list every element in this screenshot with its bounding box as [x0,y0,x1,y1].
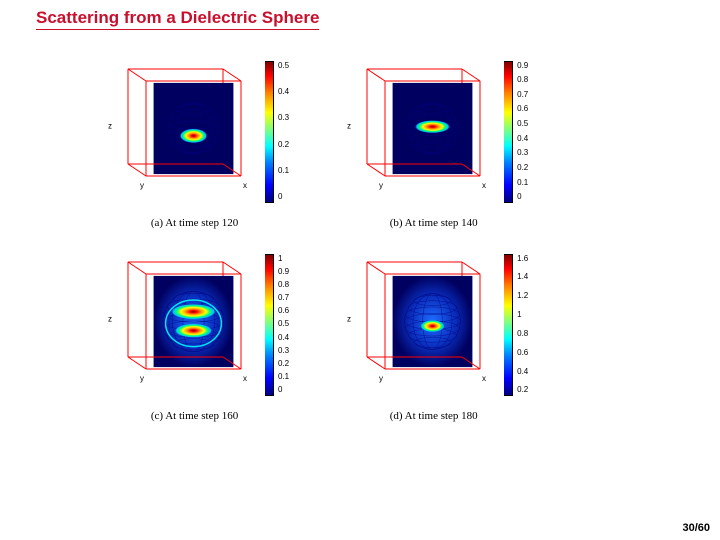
colorbar-tick: 1.2 [517,292,528,300]
colorbar-tick: 0.1 [517,179,528,187]
colorbar-tick: 0.5 [278,62,289,70]
colorbar-tick: 0.6 [278,307,289,315]
caption-a: (a) At time step 120 [151,217,238,229]
colorbar-c: 1 0.9 0.8 0.7 0.6 0.5 0.4 0.3 0.2 0.1 0 [265,255,289,395]
colorbar-tick: 0.4 [517,135,528,143]
colorbar-a: 0.5 0.4 0.3 0.2 0.1 0 [265,62,289,202]
colorbar-tick: 1.4 [517,273,528,281]
svg-text:z: z [108,315,112,324]
colorbar-b: 0.9 0.8 0.7 0.6 0.5 0.4 0.3 0.2 0.1 0 [504,62,528,202]
colorbar-tick: 0.5 [517,120,528,128]
colorbar-tick: 0.6 [517,105,528,113]
colorbar-tick: 0.6 [517,349,528,357]
colorbar-tick: 0.7 [517,91,528,99]
colorbar-tick: 0 [278,386,289,394]
colorbar-tick: 0.2 [278,360,289,368]
svg-text:x: x [243,374,247,383]
colorbar-tick: 0.8 [278,281,289,289]
caption-b: (b) At time step 140 [390,217,478,229]
colorbar-tick: 0.4 [278,88,289,96]
colorbar-tick: 0 [517,193,528,201]
colorbar-tick: 0.9 [517,62,528,70]
colorbar-tick: 0.2 [517,386,528,394]
colorbar-tick: 0.8 [517,76,528,84]
svg-text:z: z [347,122,351,131]
panel-b: z y x 0.9 0.8 0.7 0.6 0.5 0.4 0.3 0.2 0.1 0 (b) At ti… [339,54,528,229]
page-number: 30/60 [682,522,710,534]
colorbar-d: 1.6 1.4 1.2 1 0.8 0.6 0.4 0.2 [504,255,528,395]
panel-grid: zyx0.50.40.30.20.10(a) At time step 120z… [100,54,528,422]
plot3d-c: z y x [100,247,255,402]
svg-text:x: x [482,374,486,383]
colorbar-tick: 0.5 [278,320,289,328]
colorbar-tick: 0.8 [517,330,528,338]
plot3d-b: z y x [339,54,494,209]
colorbar-tick: 1.6 [517,255,528,263]
page-title: Scattering from a Dielectric Sphere [36,8,319,30]
colorbar-tick: 0.4 [517,368,528,376]
colorbar-tick: 0.7 [278,294,289,302]
panel-a: z y x 0.5 0.4 0.3 0.2 0.1 0 (a) At time step 120 [100,54,289,229]
svg-text:y: y [140,181,144,190]
svg-text:x: x [482,181,486,190]
svg-text:x: x [243,181,247,190]
colorbar-tick: 0.1 [278,167,289,175]
colorbar-tick: 1 [517,311,528,319]
svg-text:y: y [379,181,383,190]
plot3d-a: z y x [100,54,255,209]
colorbar-tick: 0.3 [278,347,289,355]
panel-d: z y x 1.6 1.4 1.2 1 0.8 0.6 0.4 0.2 (d) At time ste… [339,247,528,422]
svg-text:y: y [140,374,144,383]
panel-c: z y x 1 0.9 0.8 0.7 0.6 0.5 0.4 0.3 0.2 0.1 0 (c) At t… [100,247,289,422]
colorbar-tick: 0.2 [517,164,528,172]
colorbar-tick: 0 [278,193,289,201]
caption-d: (d) At time step 180 [390,410,478,422]
caption-c: (c) At time step 160 [151,410,238,422]
svg-text:z: z [347,315,351,324]
colorbar-tick: 0.3 [278,114,289,122]
svg-text:z: z [108,122,112,131]
colorbar-tick: 0.3 [517,149,528,157]
plot3d-d: z y x [339,247,494,402]
svg-text:y: y [379,374,383,383]
colorbar-tick: 0.9 [278,268,289,276]
colorbar-tick: 0.1 [278,373,289,381]
colorbar-tick: 0.4 [278,334,289,342]
colorbar-tick: 1 [278,255,289,263]
colorbar-tick: 0.2 [278,141,289,149]
